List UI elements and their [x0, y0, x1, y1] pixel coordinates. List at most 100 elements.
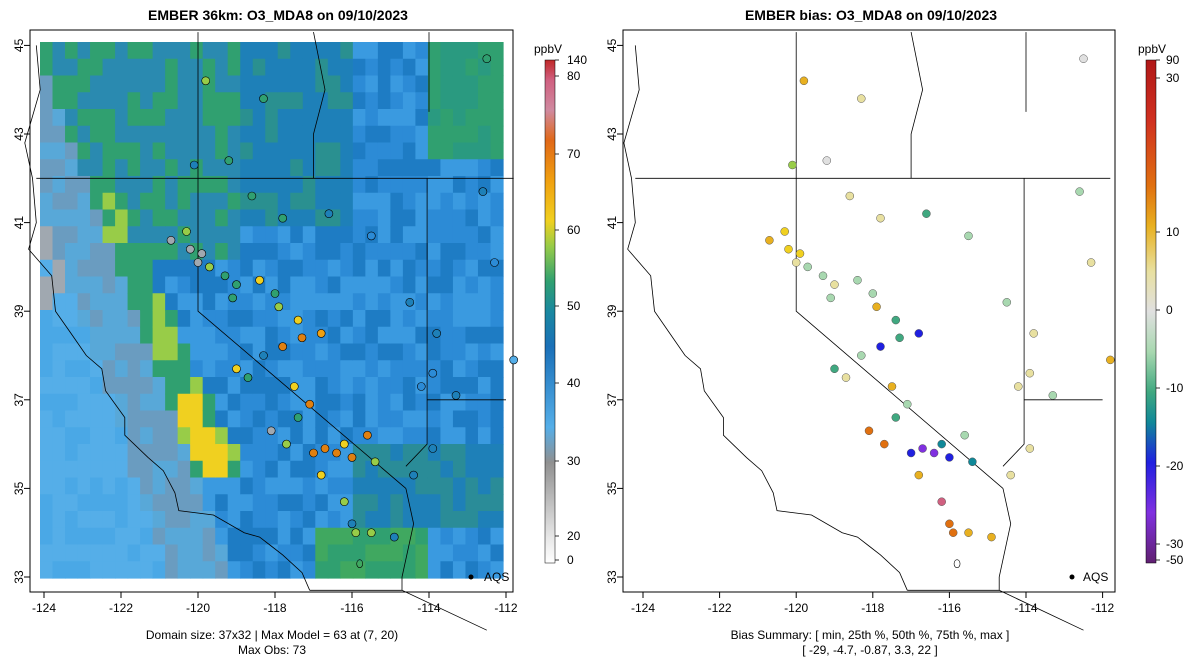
obs-point — [278, 213, 288, 223]
heatmap-cell — [77, 75, 91, 93]
heatmap-cell — [252, 444, 266, 462]
heatmap-cell — [202, 42, 216, 60]
heatmap-cell — [190, 226, 204, 244]
bias-point — [914, 329, 924, 338]
heatmap-cell — [352, 276, 366, 294]
colorbar-tick-label: 140 — [567, 53, 587, 67]
heatmap-cell — [165, 125, 179, 144]
heatmap-cell — [415, 343, 429, 361]
heatmap-cell — [152, 109, 166, 127]
heatmap-cell — [415, 259, 429, 278]
obs-point — [259, 94, 268, 103]
heatmap-cell — [265, 259, 279, 278]
heatmap-cell — [190, 176, 204, 194]
heatmap-cell — [140, 159, 154, 177]
heatmap-cell — [127, 259, 141, 278]
heatmap-cell — [152, 310, 166, 328]
heatmap-cell — [452, 109, 467, 127]
heatmap-cell — [327, 92, 341, 110]
heatmap-cell — [490, 75, 504, 93]
heatmap-cell — [440, 293, 454, 311]
colorbar-tick-label: 0 — [567, 553, 574, 567]
bias-point — [841, 373, 851, 382]
heatmap-cell — [402, 226, 416, 244]
heatmap-cell — [40, 276, 54, 294]
heatmap-cell — [52, 75, 66, 93]
y-tick-label: 37 — [12, 393, 26, 407]
heatmap-cell — [90, 176, 104, 194]
heatmap-cell — [465, 176, 479, 194]
heatmap-cell — [240, 427, 254, 445]
heatmap-cell — [440, 192, 454, 211]
heatmap-cell — [240, 226, 254, 244]
heatmap-cell — [440, 92, 454, 110]
heatmap-cell — [52, 176, 66, 194]
heatmap-cell — [302, 226, 316, 244]
heatmap-cell — [65, 511, 79, 529]
heatmap-cell — [452, 360, 467, 378]
heatmap-cell — [290, 192, 304, 211]
bias-point — [1086, 258, 1096, 267]
heatmap-cell — [377, 561, 391, 579]
heatmap-cell — [402, 477, 416, 495]
heatmap-cell — [465, 494, 479, 512]
obs-point — [366, 231, 376, 241]
heatmap-cell — [52, 142, 66, 160]
heatmap-cell — [65, 243, 79, 261]
heatmap-cell — [440, 310, 454, 328]
heatmap-cell — [477, 377, 492, 395]
heatmap-cell — [227, 209, 241, 227]
heatmap-cell — [152, 159, 166, 177]
obs-point — [432, 329, 442, 338]
heatmap-cell — [52, 125, 66, 144]
bias-point — [945, 519, 954, 529]
y-tick-label: 43 — [605, 127, 619, 141]
heatmap-cell — [490, 192, 504, 211]
heatmap-cell — [65, 360, 79, 378]
heatmap-cell — [240, 444, 254, 462]
heatmap-cell — [77, 460, 91, 479]
bias-point — [1014, 382, 1023, 391]
y-tick-label: 45 — [605, 38, 619, 52]
heatmap-cell — [177, 42, 191, 60]
heatmap-cell — [440, 561, 454, 579]
heatmap-cell — [327, 259, 341, 278]
heatmap-cell — [315, 494, 329, 512]
heatmap-cell — [365, 544, 379, 562]
obs-point — [409, 470, 418, 480]
heatmap-cell — [477, 326, 492, 345]
heatmap-cell — [452, 561, 467, 579]
heatmap-cell — [415, 226, 429, 244]
heatmap-cell — [277, 326, 291, 345]
heatmap-cell — [102, 276, 116, 294]
heatmap-cell — [390, 125, 404, 144]
heatmap-cell — [415, 125, 429, 144]
heatmap-cell — [265, 125, 279, 144]
heatmap-cell — [315, 276, 329, 294]
bias-x-axis: -124 -122 -120 -118 -116 -114 -112 — [631, 592, 1114, 615]
heatmap-cell — [427, 527, 442, 546]
heatmap-cell — [440, 444, 454, 462]
heatmap-cell — [440, 125, 454, 144]
heatmap-cell — [90, 42, 104, 60]
heatmap-cell — [65, 527, 79, 546]
heatmap-cell — [140, 343, 154, 361]
bias-footer-line-2: [ -29, -4.7, -0.87, 3.3, 22 ] — [802, 643, 937, 657]
heatmap-cell — [327, 176, 341, 194]
heatmap-cell — [340, 209, 354, 227]
heatmap-cell — [427, 343, 442, 361]
heatmap-cell — [352, 310, 366, 328]
x-tick-label: -116 — [340, 601, 363, 615]
heatmap-cell — [377, 209, 391, 227]
heatmap-cell — [390, 276, 404, 294]
heatmap-cell — [465, 209, 479, 227]
heatmap-cell — [265, 75, 279, 93]
heatmap-cell — [252, 243, 266, 261]
heatmap-cell — [252, 377, 266, 395]
heatmap-cell — [252, 326, 266, 345]
colorbar-tick-label: 0 — [1166, 303, 1173, 317]
heatmap-cell — [290, 561, 304, 579]
colorbar-tick-label: 90 — [1166, 53, 1180, 67]
heatmap-cell — [40, 176, 54, 194]
heatmap-cell — [377, 142, 391, 160]
